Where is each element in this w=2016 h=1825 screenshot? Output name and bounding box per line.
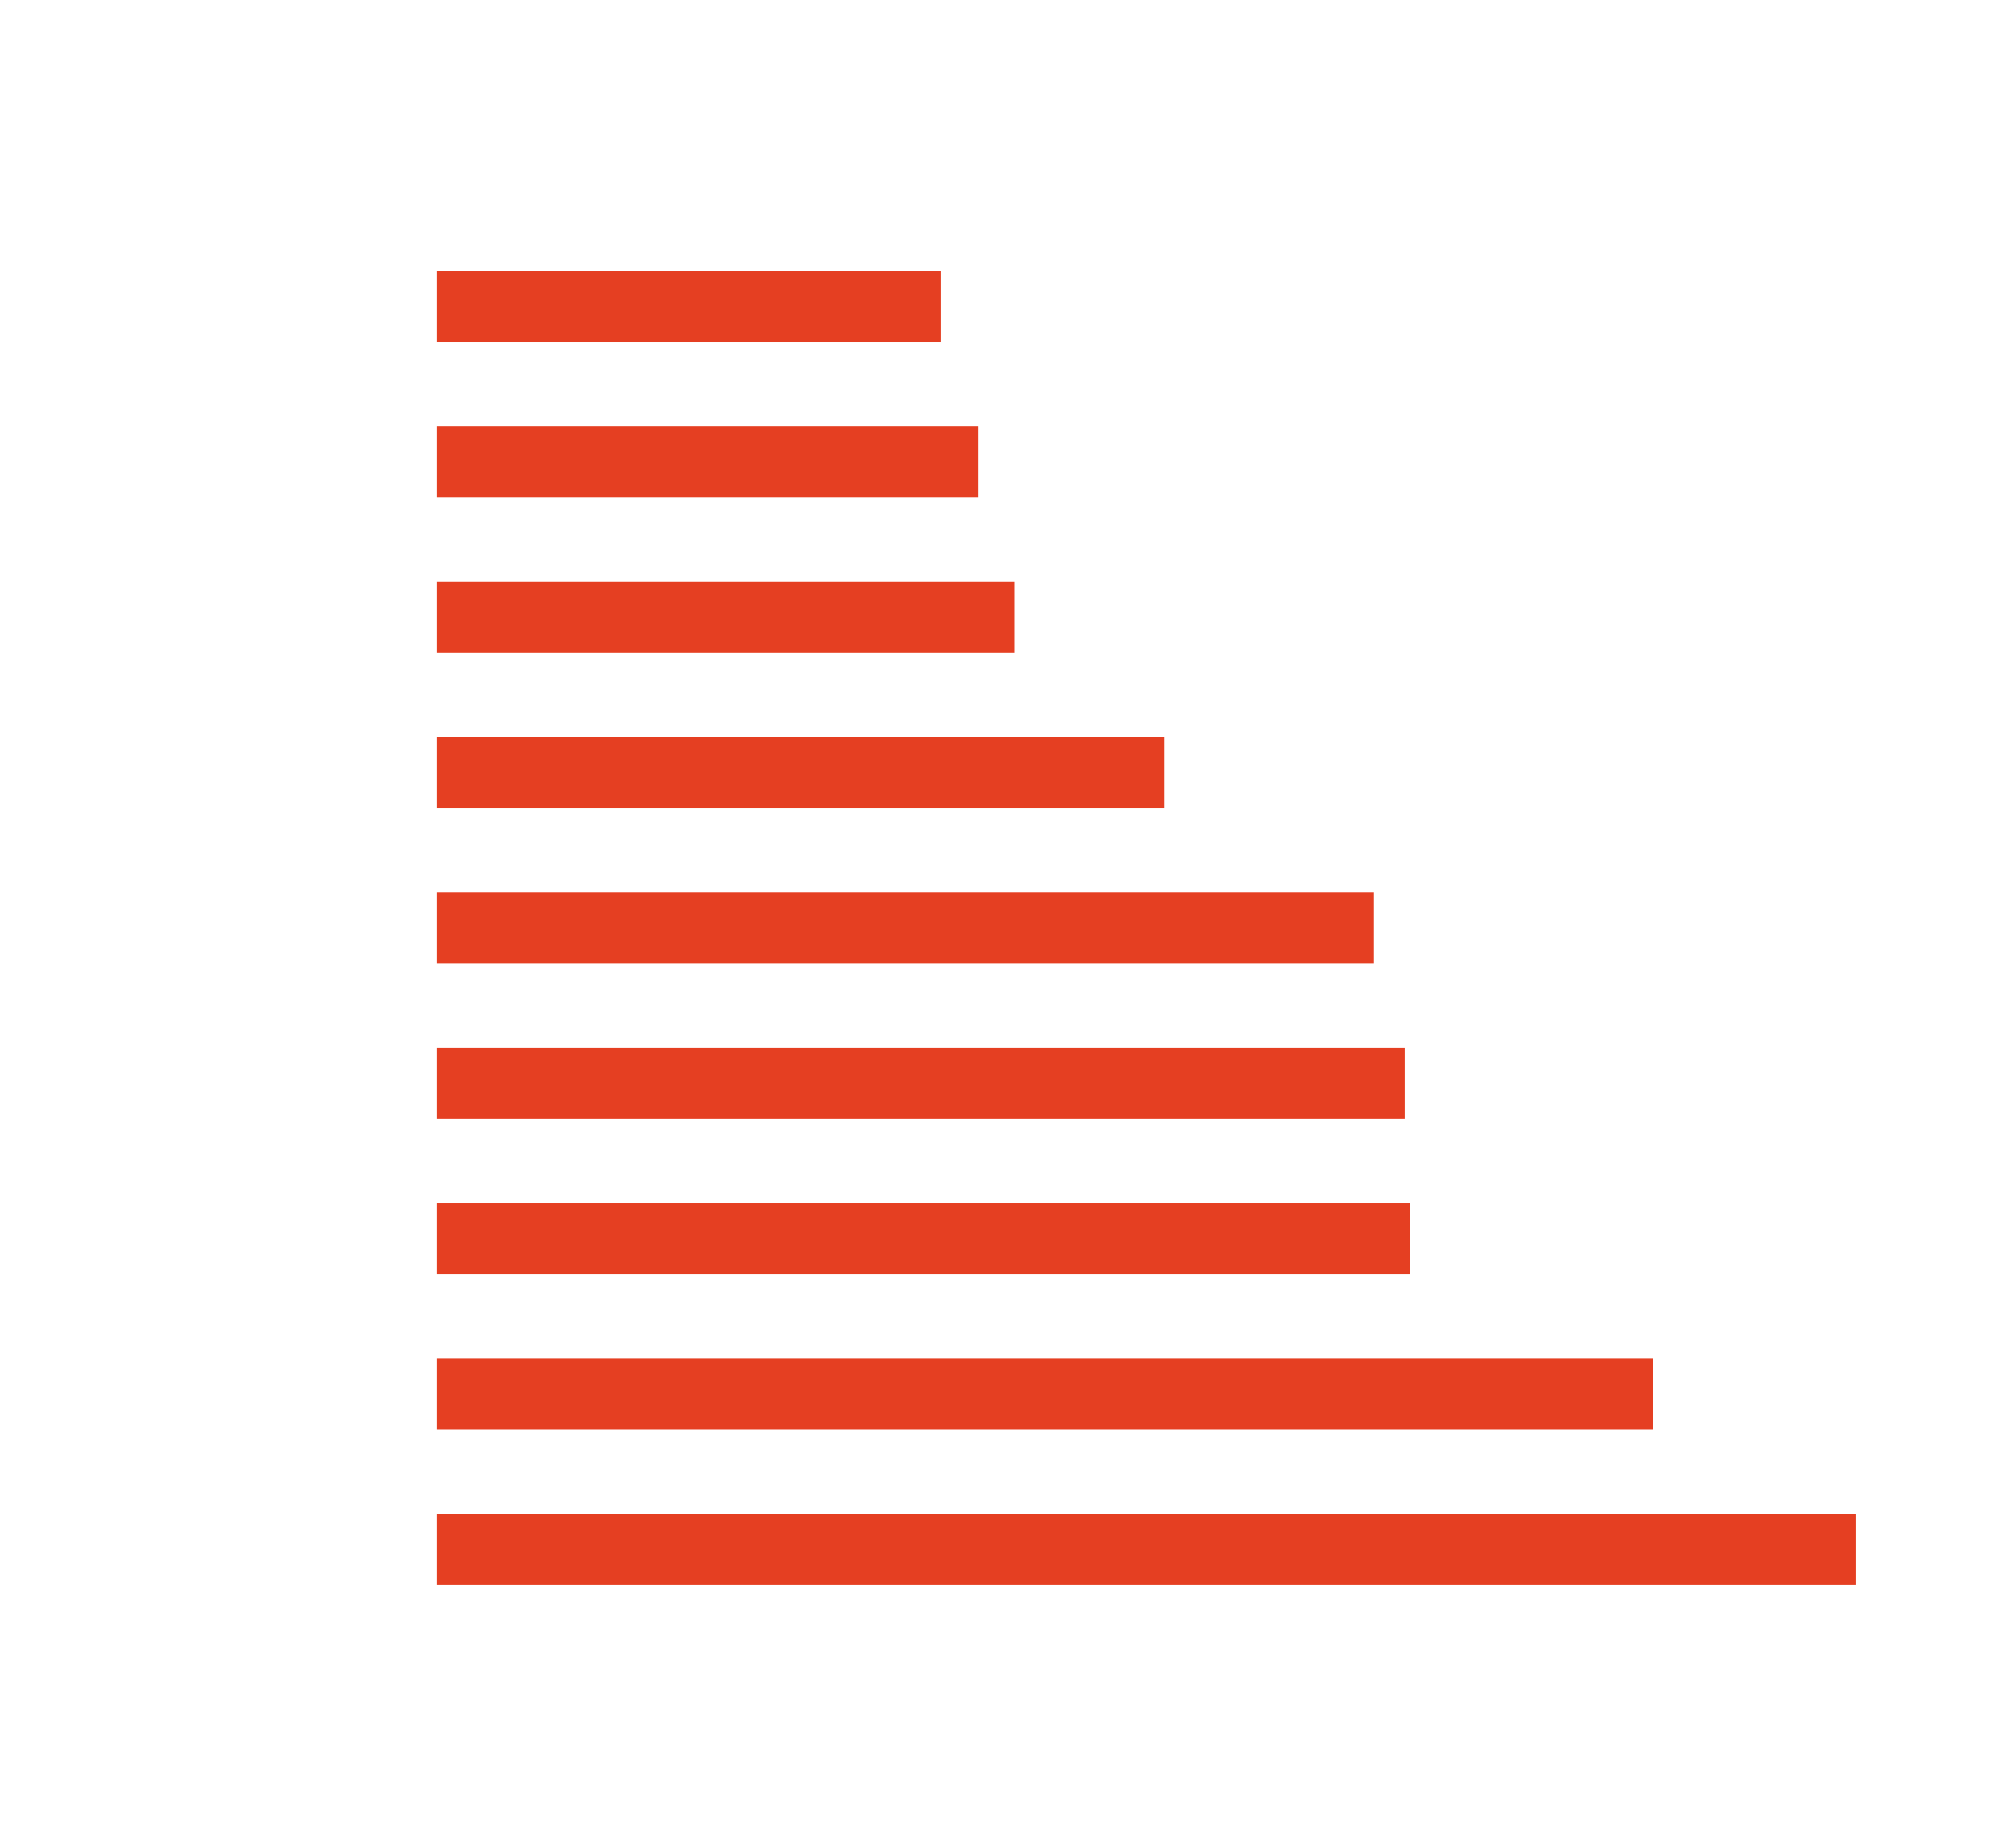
bar: [437, 1514, 1856, 1585]
bar: [437, 1358, 1653, 1430]
bar: [437, 582, 1015, 653]
bar: [437, 1048, 1405, 1119]
bar: [437, 426, 978, 498]
bar: [437, 892, 1374, 964]
bar: [437, 1203, 1410, 1275]
bar: [437, 271, 941, 342]
bar: [437, 737, 1165, 808]
